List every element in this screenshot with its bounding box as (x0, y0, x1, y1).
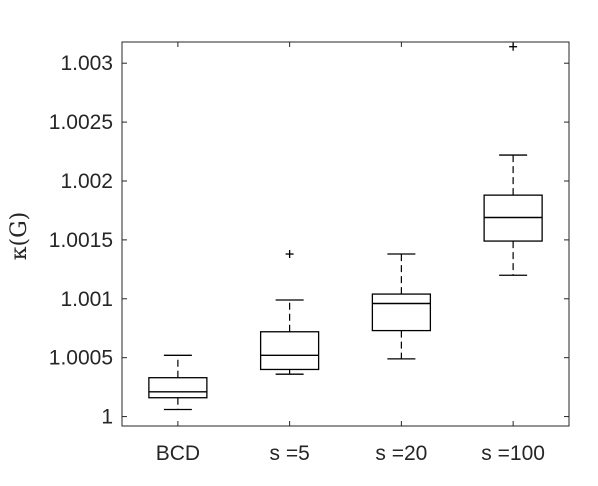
y-tick-label: 1 (101, 406, 113, 429)
box-series (148, 42, 543, 411)
y-tick-label: 1.001 (60, 288, 113, 311)
x-tick-label: s =5 (269, 442, 309, 465)
y-tick-label: 1.002 (60, 170, 113, 193)
x-axis-ticks: BCD s =5 s =20 s =100 (156, 42, 545, 465)
x-tick-label: s =20 (375, 442, 427, 465)
y-tick-label: 1.003 (60, 52, 113, 75)
y-tick-label: 1.0025 (49, 111, 113, 134)
box-0 (148, 354, 208, 411)
plot-area (121, 41, 570, 427)
x-tick-label: s =100 (481, 442, 545, 465)
y-axis-label: κ(G) (7, 212, 32, 261)
box-1 (259, 250, 320, 375)
box-2 (371, 253, 432, 360)
x-tick-label: BCD (156, 442, 200, 465)
y-axis-ticks: 1 1.0005 1.001 1.0015 1.002 1.0025 1.003 (49, 52, 569, 429)
box-iqr (259, 331, 320, 371)
y-tick-label: 1.0015 (49, 229, 113, 252)
y-tick-label: 1.0005 (49, 347, 113, 370)
box-3 (483, 42, 543, 276)
box-iqr (371, 293, 432, 332)
box-iqr (148, 377, 208, 399)
